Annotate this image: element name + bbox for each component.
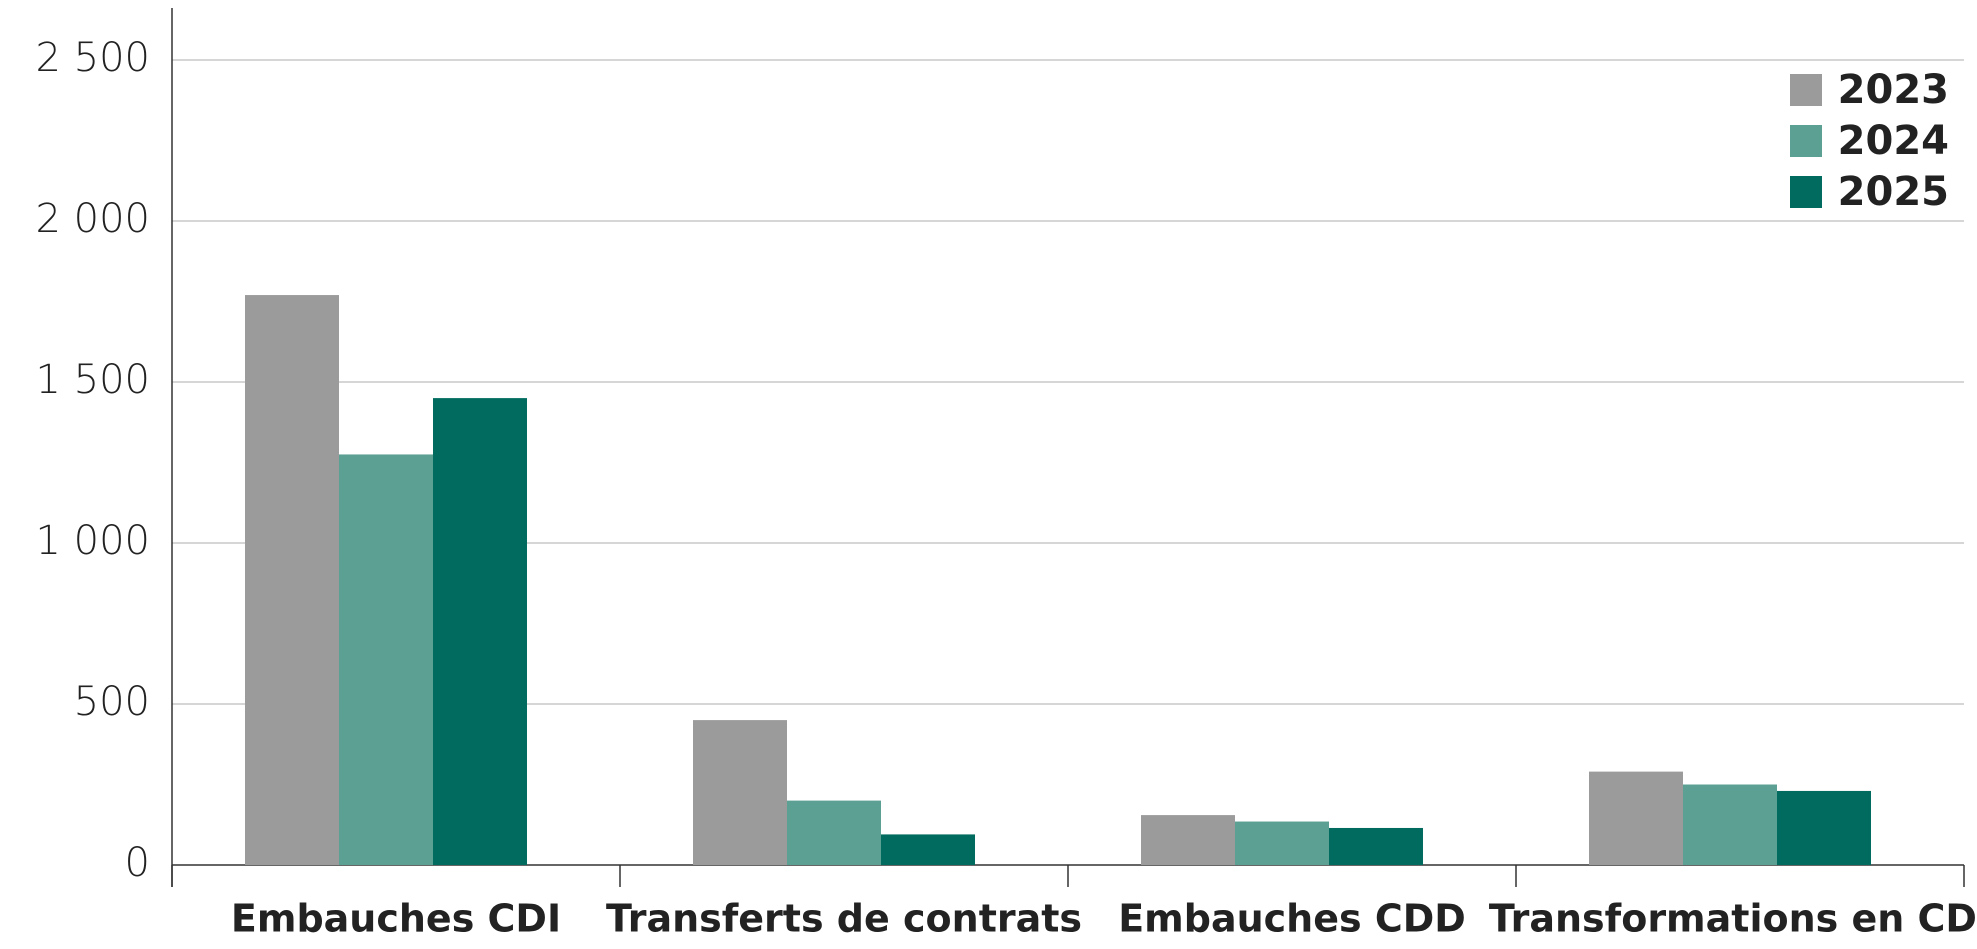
legend-label: 2025 <box>1838 169 1949 215</box>
bar <box>1589 771 1683 865</box>
y-tick-label: 1 000 <box>35 518 150 564</box>
y-tick-label: 0 <box>125 840 150 886</box>
bar <box>1777 790 1871 865</box>
y-tick-label: 1 500 <box>35 357 150 403</box>
y-tick-label: 2 500 <box>35 35 150 81</box>
bar <box>433 398 527 865</box>
bar <box>1235 821 1329 865</box>
legend-swatch <box>1790 74 1822 106</box>
x-tick-label: Embauches CDI <box>231 897 561 941</box>
legend-swatch <box>1790 176 1822 208</box>
bar <box>787 800 881 865</box>
bar <box>693 720 787 865</box>
bar <box>1141 815 1235 865</box>
x-tick-label: Transformations en CDI <box>1489 897 1977 941</box>
bar <box>245 295 339 865</box>
y-tick-label: 2 000 <box>35 196 150 242</box>
legend-label: 2023 <box>1838 67 1949 113</box>
bar <box>881 834 975 865</box>
bar <box>1329 827 1423 865</box>
x-tick-label: Transferts de contrats <box>606 897 1082 941</box>
legend-label: 2024 <box>1838 118 1949 164</box>
y-tick-label: 500 <box>74 679 150 725</box>
legend-swatch <box>1790 125 1822 157</box>
x-tick-label: Embauches CDD <box>1118 897 1466 941</box>
bar <box>339 454 433 865</box>
bar <box>1683 784 1777 865</box>
